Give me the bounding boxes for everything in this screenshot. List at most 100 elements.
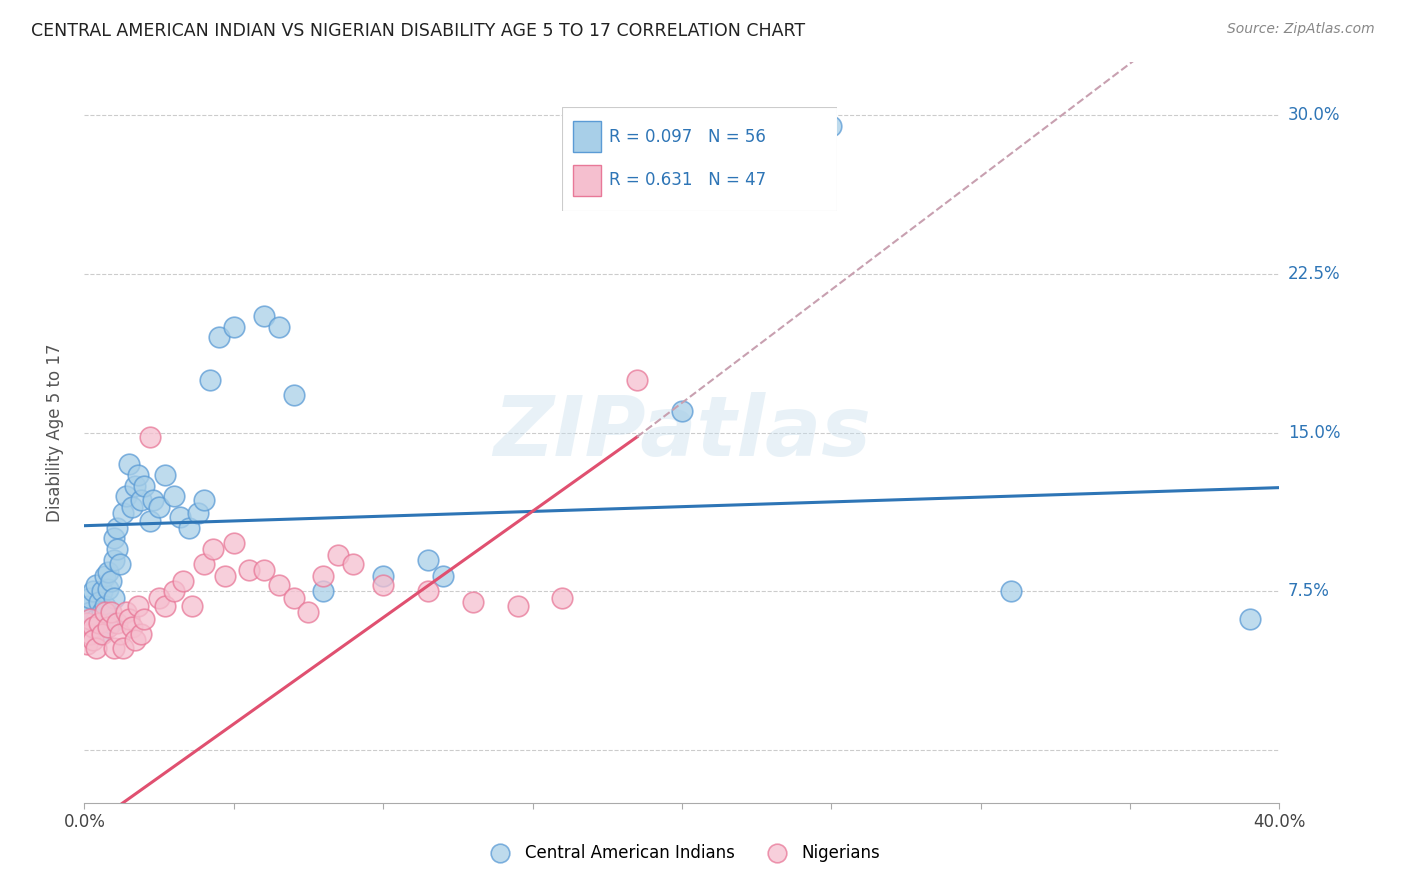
Point bbox=[328, 549, 350, 563]
Point bbox=[267, 319, 290, 334]
Point bbox=[127, 467, 149, 482]
Point bbox=[177, 521, 200, 535]
Point bbox=[214, 569, 236, 583]
Point bbox=[222, 319, 245, 334]
Point bbox=[187, 506, 209, 520]
Point bbox=[193, 493, 215, 508]
Point bbox=[112, 641, 135, 656]
Point bbox=[253, 563, 276, 577]
Point bbox=[97, 582, 120, 596]
Point bbox=[142, 493, 165, 508]
Point bbox=[82, 620, 104, 634]
Point bbox=[79, 591, 101, 605]
Point bbox=[416, 552, 439, 566]
Point bbox=[238, 563, 260, 577]
Point bbox=[700, 151, 723, 165]
Point bbox=[103, 641, 125, 656]
Point bbox=[283, 387, 305, 401]
Point bbox=[76, 615, 98, 630]
Point bbox=[124, 632, 146, 647]
Text: 7.5%: 7.5% bbox=[1288, 582, 1330, 600]
Point bbox=[121, 620, 143, 634]
Point bbox=[129, 626, 152, 640]
Point bbox=[110, 557, 132, 571]
Point bbox=[76, 637, 98, 651]
Point bbox=[671, 404, 693, 418]
Point bbox=[79, 626, 101, 640]
Point bbox=[91, 584, 114, 599]
Point bbox=[506, 599, 529, 613]
Point bbox=[103, 552, 125, 566]
Point bbox=[86, 612, 108, 626]
Point bbox=[121, 500, 143, 514]
Point bbox=[86, 641, 108, 656]
Point bbox=[820, 119, 842, 133]
Text: Source: ZipAtlas.com: Source: ZipAtlas.com bbox=[1227, 22, 1375, 37]
Point bbox=[432, 569, 454, 583]
Point bbox=[297, 606, 319, 620]
Point bbox=[82, 584, 104, 599]
Point bbox=[626, 373, 648, 387]
Point bbox=[124, 478, 146, 492]
Point bbox=[103, 532, 125, 546]
Point bbox=[97, 566, 120, 580]
Point bbox=[89, 626, 111, 640]
Point bbox=[163, 584, 186, 599]
Point bbox=[172, 574, 194, 588]
Point bbox=[169, 510, 191, 524]
Point bbox=[100, 606, 122, 620]
Text: 30.0%: 30.0% bbox=[1288, 106, 1340, 124]
Point bbox=[148, 591, 170, 605]
Point bbox=[118, 458, 141, 472]
Point bbox=[253, 310, 276, 324]
Point bbox=[110, 626, 132, 640]
Point bbox=[91, 606, 114, 620]
Point bbox=[76, 599, 98, 613]
Point bbox=[82, 632, 104, 647]
Point bbox=[118, 612, 141, 626]
Point bbox=[97, 620, 120, 634]
Point bbox=[76, 615, 98, 630]
Point bbox=[153, 599, 176, 613]
Point bbox=[100, 574, 122, 588]
Point bbox=[94, 606, 117, 620]
Y-axis label: Disability Age 5 to 17: Disability Age 5 to 17 bbox=[45, 343, 63, 522]
Text: ZIPatlas: ZIPatlas bbox=[494, 392, 870, 473]
Point bbox=[112, 506, 135, 520]
Point bbox=[312, 569, 335, 583]
Point bbox=[86, 578, 108, 592]
Text: CENTRAL AMERICAN INDIAN VS NIGERIAN DISABILITY AGE 5 TO 17 CORRELATION CHART: CENTRAL AMERICAN INDIAN VS NIGERIAN DISA… bbox=[31, 22, 806, 40]
Point bbox=[100, 615, 122, 630]
Point bbox=[163, 489, 186, 503]
Point bbox=[132, 612, 156, 626]
Point bbox=[153, 467, 176, 482]
Point bbox=[416, 584, 439, 599]
Point bbox=[312, 584, 335, 599]
Point bbox=[127, 599, 149, 613]
Text: 22.5%: 22.5% bbox=[1288, 265, 1340, 283]
Point bbox=[208, 330, 231, 344]
Point bbox=[103, 591, 125, 605]
Point bbox=[82, 620, 104, 634]
Point bbox=[139, 515, 162, 529]
Point bbox=[79, 606, 101, 620]
Point bbox=[105, 541, 128, 556]
Point bbox=[373, 569, 395, 583]
Point bbox=[193, 557, 215, 571]
Point bbox=[89, 595, 111, 609]
Point bbox=[222, 535, 245, 549]
Point bbox=[94, 569, 117, 583]
Point bbox=[148, 500, 170, 514]
Point bbox=[105, 521, 128, 535]
Point bbox=[129, 493, 152, 508]
Point bbox=[94, 599, 117, 613]
Point bbox=[91, 626, 114, 640]
Point bbox=[139, 430, 162, 444]
Point bbox=[373, 578, 395, 592]
Point bbox=[342, 557, 364, 571]
Point bbox=[267, 578, 290, 592]
Point bbox=[1000, 584, 1022, 599]
Point bbox=[201, 541, 224, 556]
Point bbox=[105, 615, 128, 630]
Point bbox=[79, 612, 101, 626]
